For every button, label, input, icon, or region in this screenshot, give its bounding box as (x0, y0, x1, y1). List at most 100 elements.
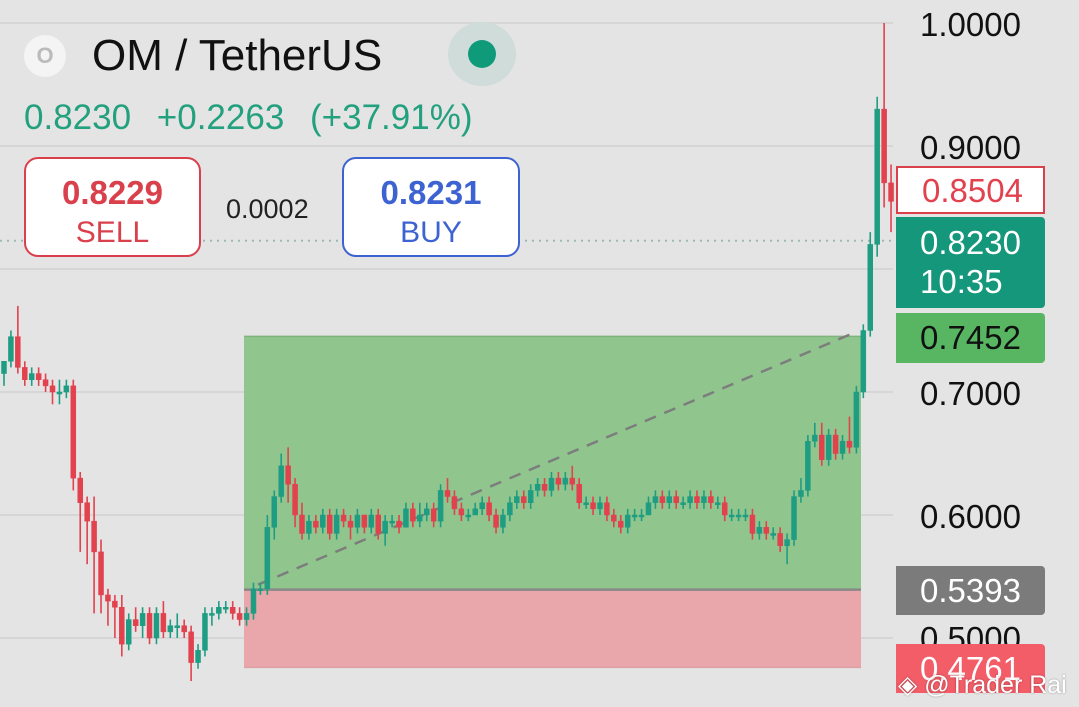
market-open-icon[interactable] (448, 22, 516, 86)
candle-body-104 (721, 502, 728, 516)
candle-body-85 (590, 502, 596, 510)
candle-body-27 (188, 631, 194, 663)
buy-price: 0.8231 (380, 174, 482, 211)
candle-body-95 (659, 496, 666, 503)
candle-body-13 (91, 520, 97, 553)
trend-line (257, 331, 856, 586)
candle-body-40 (278, 465, 284, 497)
sell-button[interactable]: 0.8229 SELL (24, 157, 201, 257)
candle-body-103 (715, 502, 721, 505)
last-price-value: 0.8230 (920, 224, 1021, 261)
candle-body-30 (209, 613, 215, 616)
candle-body-75 (521, 496, 527, 503)
candle-body-68 (472, 508, 478, 516)
candle-body-88 (611, 514, 617, 522)
candle-body-109 (756, 527, 763, 534)
candle-body-55 (382, 520, 388, 534)
candle-body-127 (881, 108, 887, 184)
candle-body-21 (146, 613, 153, 639)
candle-body-11 (77, 477, 83, 503)
watermark: ◈ @Trader Rai (898, 670, 1067, 700)
candle-body-125 (867, 244, 873, 331)
candle-body-41 (285, 465, 291, 485)
candle-body-118 (818, 434, 825, 460)
candle-body-43 (299, 514, 305, 534)
candle-body-44 (306, 520, 312, 534)
candle-body-90 (624, 514, 631, 528)
candle-body-49 (340, 514, 347, 522)
candle-body-35 (243, 613, 250, 620)
binance-logo-icon: ◈ (898, 671, 918, 699)
candle-body-100 (694, 496, 700, 503)
sell-price: 0.8229 (62, 174, 163, 211)
candle-body-114 (791, 496, 797, 540)
candle-body-23 (160, 613, 167, 633)
candle-body-47 (326, 514, 333, 534)
candle-body-46 (320, 514, 326, 528)
candle-body-38 (264, 527, 271, 590)
candle-body-53 (368, 514, 375, 528)
candle-body-64 (444, 490, 451, 497)
candle-body-2 (15, 336, 21, 368)
candle-body-122 (846, 440, 853, 448)
watermark-text: @Trader Rai (924, 671, 1067, 699)
candle-body-65 (451, 496, 458, 510)
candle-body-29 (202, 613, 208, 651)
candle-body-121 (839, 440, 846, 454)
stop-price-tag: 0.4761 (896, 644, 1045, 693)
candle-body-16 (112, 600, 118, 608)
candle-body-81 (562, 477, 569, 485)
candle-body-6 (42, 379, 49, 387)
candle-body-78 (541, 484, 548, 491)
candle-body-12 (84, 502, 90, 522)
candle-body-86 (597, 502, 603, 510)
candle-body-84 (583, 502, 589, 505)
candle-body-9 (63, 385, 70, 393)
sell-label: SELL (75, 216, 150, 249)
candle-body-36 (250, 588, 257, 614)
candle-body-51 (354, 514, 361, 528)
spread-value: 0.0002 (226, 194, 309, 224)
om-coin-icon: O (24, 35, 66, 77)
candle-body-72 (500, 514, 506, 528)
candle-body-91 (631, 514, 638, 518)
candle-body-28 (195, 650, 201, 663)
candle-body-22 (153, 613, 160, 639)
candle-body-101 (701, 496, 707, 503)
last-price-tag: 0.8230 10:35 (896, 217, 1045, 308)
candle-body-14 (98, 551, 104, 596)
candle-body-45 (313, 520, 319, 528)
pair-title[interactable]: OM / TetherUS (92, 31, 383, 80)
candle-body-120 (832, 434, 839, 454)
buy-label: BUY (400, 216, 462, 249)
candle-body-59 (410, 508, 416, 522)
candle-body-123 (853, 391, 860, 448)
candle-body-89 (618, 520, 624, 528)
candle-body-115 (798, 490, 804, 497)
candle-body-87 (604, 502, 610, 516)
candle-body-25 (174, 625, 180, 628)
candle-body-99 (687, 496, 693, 503)
candle-body-111 (770, 533, 776, 536)
candle-body-0 (1, 361, 7, 374)
candle-body-102 (708, 496, 714, 503)
y-tick-070: 0.7000 (920, 375, 1021, 412)
candle-body-26 (181, 625, 187, 633)
buy-button[interactable]: 0.8231 BUY (342, 157, 520, 257)
candle-body-77 (534, 484, 541, 491)
candle-body-63 (437, 490, 444, 522)
candle-body-108 (749, 514, 756, 534)
candle-body-10 (70, 385, 77, 479)
price-change-line: 0.8230 +0.2263 (+37.91%) (24, 98, 489, 138)
candle-body-76 (527, 490, 534, 503)
candle-body-34 (236, 613, 243, 620)
candle-body-58 (403, 508, 409, 528)
candle-body-48 (333, 514, 340, 534)
candle-body-94 (652, 496, 659, 503)
candle-body-7 (49, 385, 56, 393)
candle-body-116 (805, 440, 811, 491)
candle-body-17 (119, 607, 125, 645)
candle-body-33 (229, 607, 236, 614)
price-change: +0.2263 (156, 98, 285, 137)
